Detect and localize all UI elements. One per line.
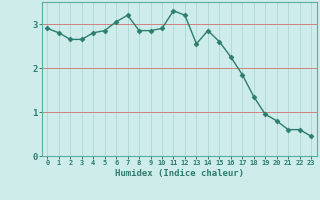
X-axis label: Humidex (Indice chaleur): Humidex (Indice chaleur) (115, 169, 244, 178)
